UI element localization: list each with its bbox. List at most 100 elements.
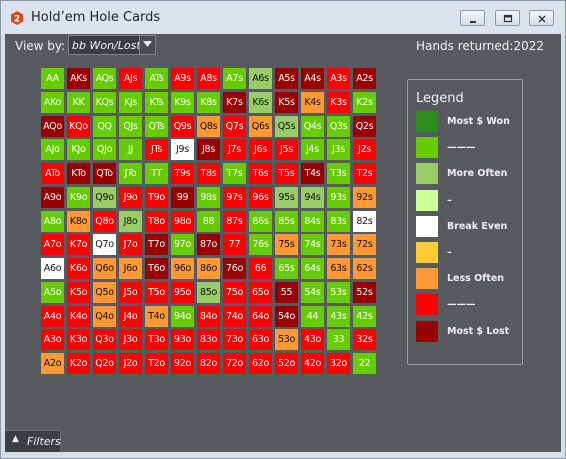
hand-cell[interactable]: K6s (249, 91, 272, 113)
hand-cell[interactable]: 75o (223, 281, 246, 303)
hand-cell[interactable]: K3s (327, 91, 350, 113)
dropdown-arrow-button[interactable] (139, 36, 155, 54)
hand-cell[interactable]: J9o (119, 186, 142, 208)
hand-cell[interactable]: 77 (223, 234, 246, 256)
hand-cell[interactable]: 97s (223, 186, 246, 208)
hand-cell[interactable]: K3o (67, 329, 90, 351)
hand-cell[interactable]: JJ (119, 139, 142, 161)
hand-cell[interactable]: J4s (301, 139, 324, 161)
hand-cell[interactable]: T7o (145, 234, 168, 256)
hand-cell[interactable]: 94s (301, 186, 324, 208)
hand-cell[interactable]: 52s (353, 281, 376, 303)
hand-cell[interactable]: 63o (249, 329, 272, 351)
hand-cell[interactable]: 62s (353, 258, 376, 279)
hand-cell[interactable]: K6o (67, 258, 90, 279)
hand-cell[interactable]: Q4s (301, 115, 324, 137)
hand-cell[interactable]: 75s (275, 234, 298, 256)
hand-cell[interactable]: K9s (171, 91, 194, 113)
hand-cell[interactable]: 66 (249, 258, 272, 279)
close-button[interactable] (529, 10, 554, 26)
hand-cell[interactable]: 82o (197, 353, 220, 374)
hand-cell[interactable]: J3s (327, 139, 350, 161)
hand-cell[interactable]: A5o (41, 281, 64, 303)
hand-cell[interactable]: K7s (223, 91, 246, 113)
hand-cell[interactable]: 76o (223, 258, 246, 279)
hand-cell[interactable]: 95o (171, 281, 194, 303)
hand-cell[interactable]: 82s (353, 210, 376, 232)
hand-cell[interactable]: Q7o (93, 234, 116, 256)
hand-cell[interactable]: J2o (119, 353, 142, 374)
hand-cell[interactable]: T5o (145, 281, 168, 303)
hand-cell[interactable]: JTs (145, 139, 168, 161)
hand-cell[interactable]: KJs (119, 91, 142, 113)
hand-cell[interactable]: JTo (119, 163, 142, 184)
hand-cell[interactable]: J5s (275, 139, 298, 161)
hand-cell[interactable]: 85s (275, 210, 298, 232)
minimize-button[interactable] (460, 10, 485, 26)
hand-cell[interactable]: Q9s (171, 115, 194, 137)
hand-cell[interactable]: KTo (67, 163, 90, 184)
hand-cell[interactable]: Q2o (93, 353, 116, 374)
hand-cell[interactable]: J4o (119, 305, 142, 327)
hand-cell[interactable]: 72s (353, 234, 376, 256)
hand-cell[interactable]: 88 (197, 210, 220, 232)
hand-cell[interactable]: J8o (119, 210, 142, 232)
hand-cell[interactable]: Q5o (93, 281, 116, 303)
hand-cell[interactable]: 52o (275, 353, 298, 374)
hand-cell[interactable]: T5s (275, 163, 298, 184)
hand-cell[interactable]: 95s (275, 186, 298, 208)
hand-cell[interactable]: 53s (327, 281, 350, 303)
hand-cell[interactable]: Q4o (93, 305, 116, 327)
hand-cell[interactable]: Q3o (93, 329, 116, 351)
filters-toggle[interactable]: ▲ Filters (5, 430, 61, 452)
hand-cell[interactable]: A9s (171, 68, 194, 89)
hand-cell[interactable]: J8s (197, 139, 220, 161)
hand-cell[interactable]: J7s (223, 139, 246, 161)
hand-cell[interactable]: T3o (145, 329, 168, 351)
hand-cell[interactable]: Q9o (93, 186, 116, 208)
hand-cell[interactable]: T8o (145, 210, 168, 232)
hand-cell[interactable]: 72o (223, 353, 246, 374)
hand-cell[interactable]: QQ (93, 115, 116, 137)
hand-cell[interactable]: K2s (353, 91, 376, 113)
hand-cell[interactable]: 73s (327, 234, 350, 256)
hand-cell[interactable]: J7o (119, 234, 142, 256)
hand-cell[interactable]: 94o (171, 305, 194, 327)
title-bar[interactable]: 2 Hold’em Hole Cards (1, 1, 565, 34)
hand-cell[interactable]: 83o (197, 329, 220, 351)
hand-cell[interactable]: K5s (275, 91, 298, 113)
hand-cell[interactable]: 84s (301, 210, 324, 232)
hand-cell[interactable]: K5o (67, 281, 90, 303)
hand-cell[interactable]: T4o (145, 305, 168, 327)
hand-cell[interactable]: J2s (353, 139, 376, 161)
hand-cell[interactable]: Q3s (327, 115, 350, 137)
hand-cell[interactable]: KJo (67, 139, 90, 161)
hand-cell[interactable]: T9s (171, 163, 194, 184)
hand-cell[interactable]: QJo (93, 139, 116, 161)
hand-cell[interactable]: AJo (41, 139, 64, 161)
hand-cell[interactable]: 99 (171, 186, 194, 208)
hand-cell[interactable]: Q6o (93, 258, 116, 279)
hand-cell[interactable]: K7o (67, 234, 90, 256)
hand-cell[interactable]: AQo (41, 115, 64, 137)
hand-cell[interactable]: K9o (67, 186, 90, 208)
hand-cell[interactable]: T6s (249, 163, 272, 184)
hand-cell[interactable]: A8o (41, 210, 64, 232)
hand-cell[interactable]: 87s (223, 210, 246, 232)
hand-cell[interactable]: 96o (171, 258, 194, 279)
hand-cell[interactable]: K8s (197, 91, 220, 113)
hand-cell[interactable]: Q2s (353, 115, 376, 137)
hand-cell[interactable]: Q5s (275, 115, 298, 137)
hand-cell[interactable]: 76s (249, 234, 272, 256)
hand-cell[interactable]: AJs (119, 68, 142, 89)
hand-cell[interactable]: QJs (119, 115, 142, 137)
hand-cell[interactable]: A6o (41, 258, 64, 279)
hand-cell[interactable]: 97o (171, 234, 194, 256)
maximize-button[interactable] (495, 10, 520, 26)
hand-cell[interactable]: T4s (301, 163, 324, 184)
hand-cell[interactable]: 32s (353, 329, 376, 351)
hand-cell[interactable]: 63s (327, 258, 350, 279)
hand-cell[interactable]: A9o (41, 186, 64, 208)
hand-cell[interactable]: 86o (197, 258, 220, 279)
hand-cell[interactable]: 65s (275, 258, 298, 279)
